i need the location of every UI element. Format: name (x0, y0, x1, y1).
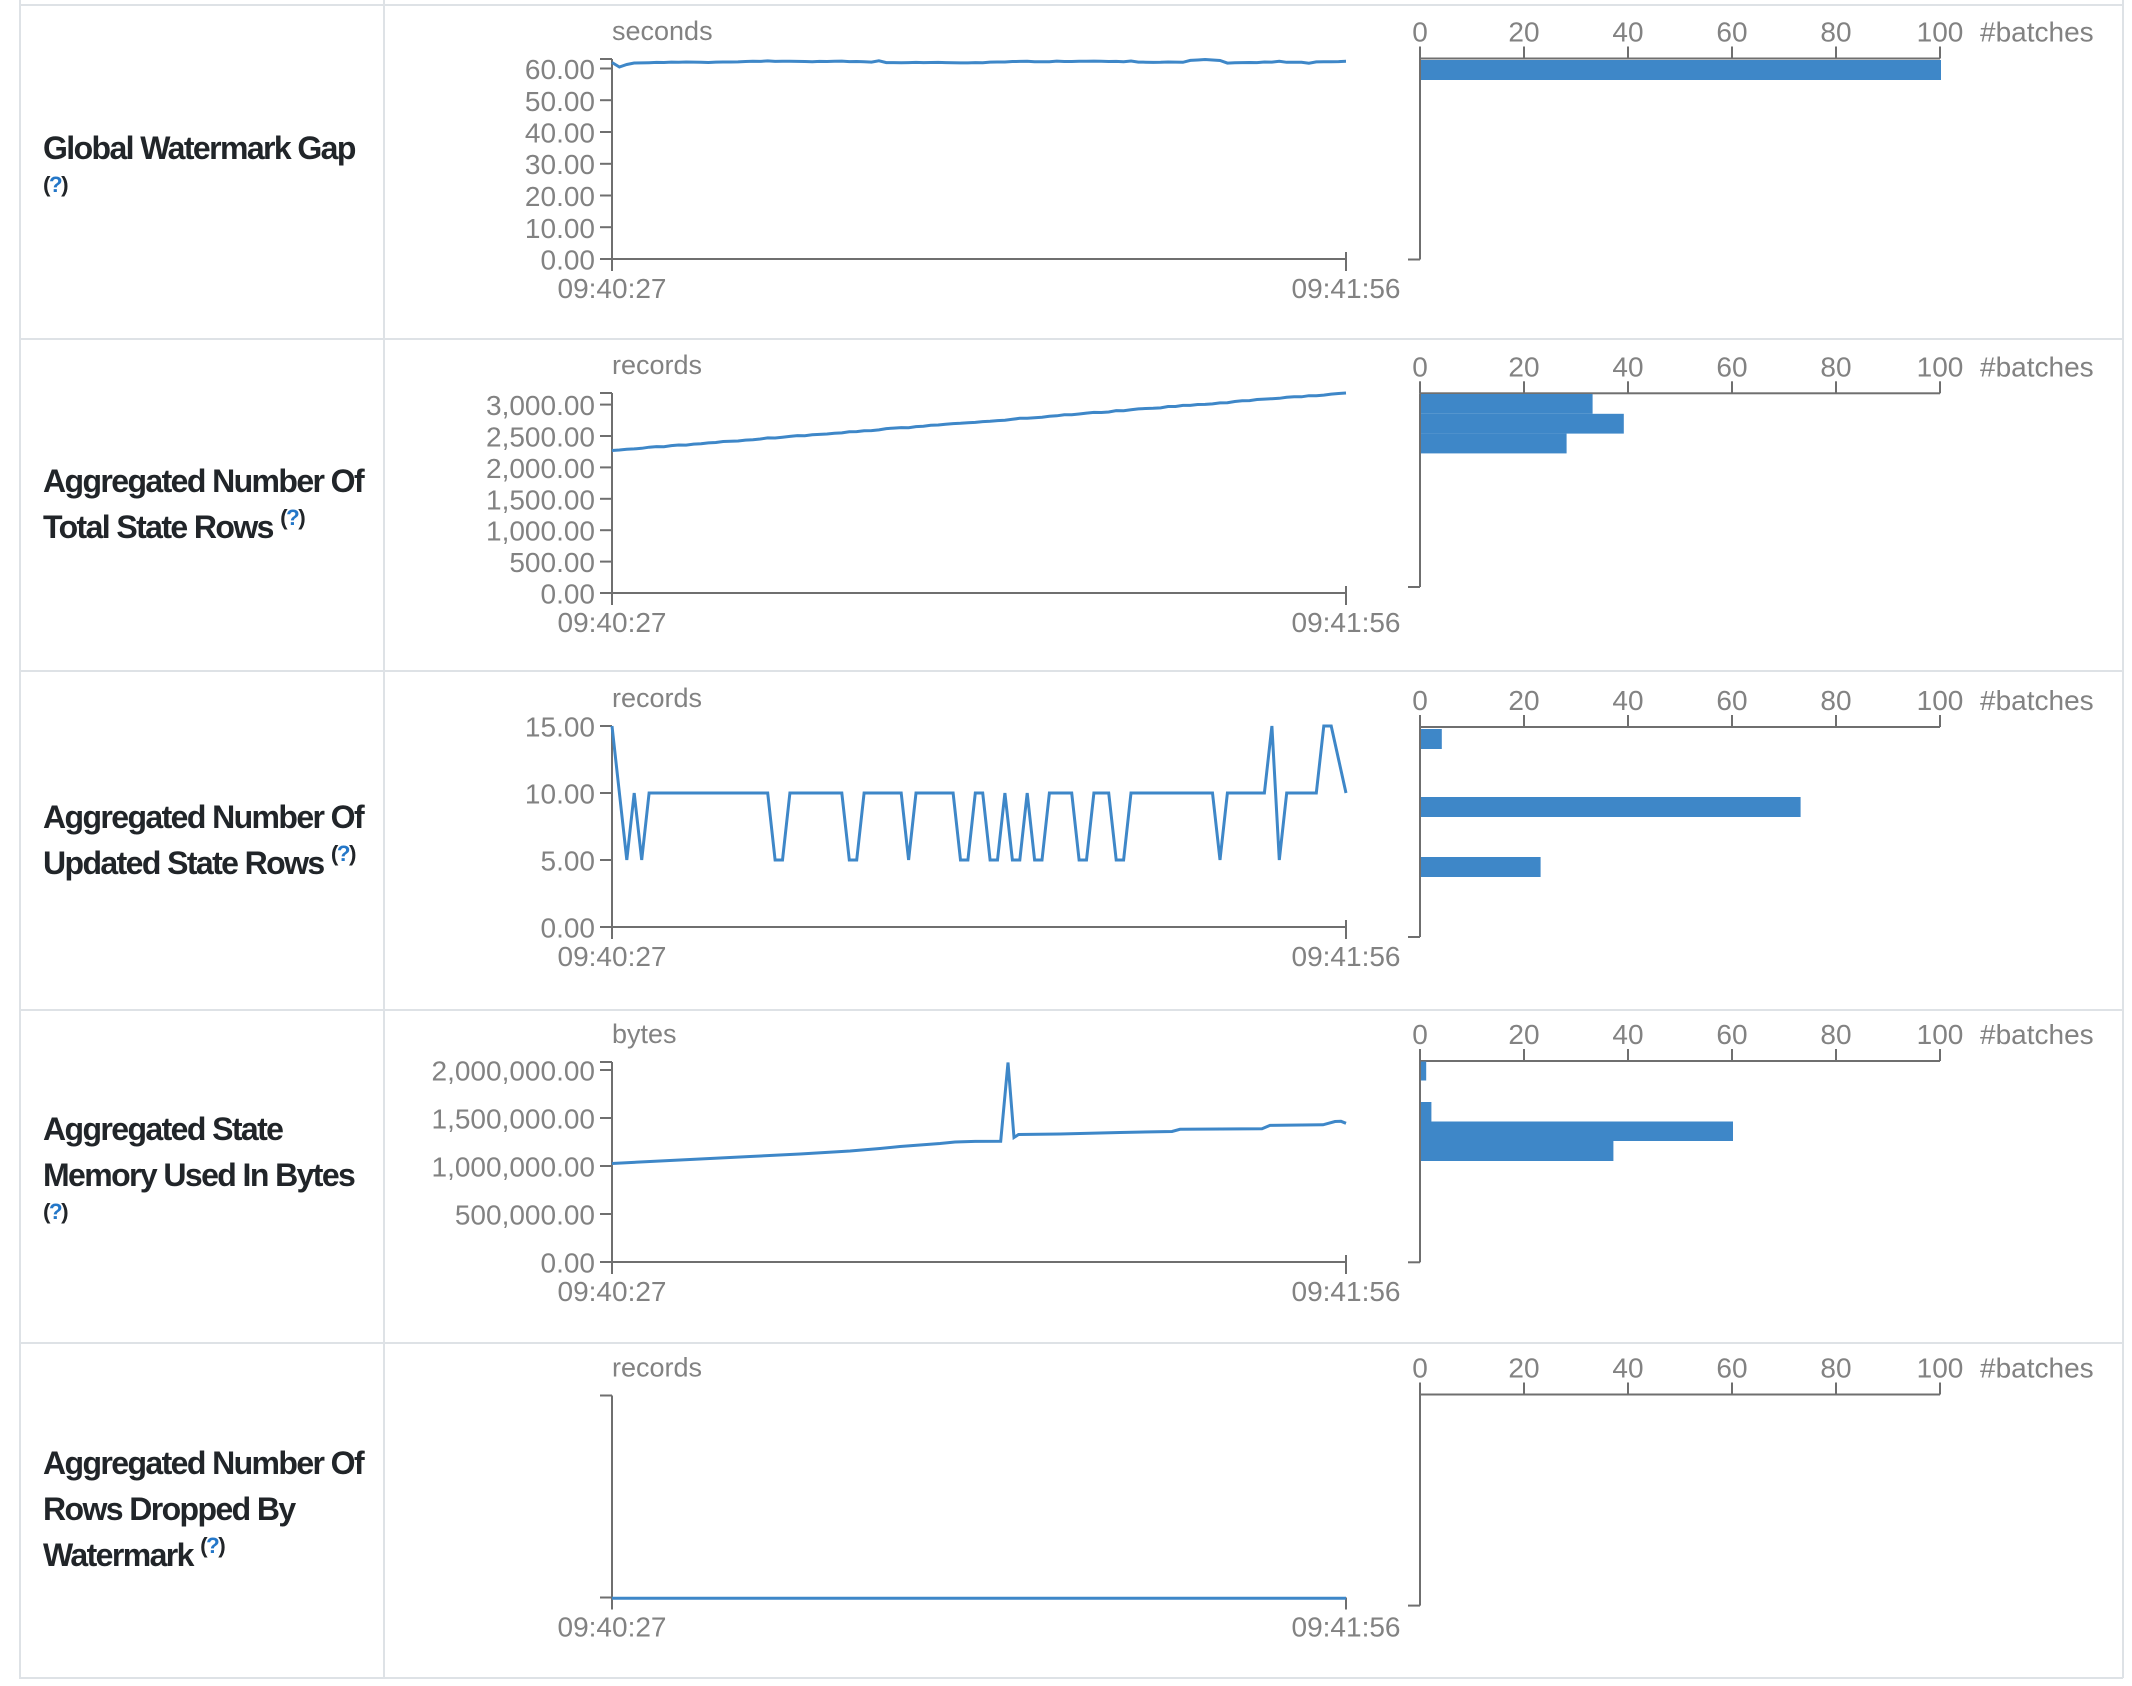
svg-text:09:41:56: 09:41:56 (1292, 1276, 1401, 1307)
svg-text:100: 100 (1917, 351, 1964, 382)
svg-text:0: 0 (1412, 1019, 1428, 1050)
svg-text:60.00: 60.00 (525, 54, 595, 85)
svg-text:0.00: 0.00 (541, 245, 596, 276)
svg-text:60: 60 (1716, 351, 1747, 382)
svg-text:5.00: 5.00 (541, 846, 596, 877)
svg-text:#batches: #batches (1980, 17, 2094, 48)
svg-text:40: 40 (1612, 17, 1643, 48)
svg-text:20: 20 (1508, 685, 1539, 716)
svg-text:100: 100 (1917, 685, 1964, 716)
svg-text:40: 40 (1612, 1353, 1643, 1384)
svg-text:#batches: #batches (1980, 351, 2094, 382)
svg-text:seconds: seconds (612, 16, 713, 46)
svg-text:60: 60 (1716, 17, 1747, 48)
svg-text:20.00: 20.00 (525, 181, 595, 212)
svg-text:0: 0 (1412, 351, 1428, 382)
svg-text:2,000.00: 2,000.00 (486, 453, 595, 484)
svg-text:2,500.00: 2,500.00 (486, 422, 595, 453)
svg-text:0.00: 0.00 (541, 579, 596, 610)
svg-text:09:40:27: 09:40:27 (558, 941, 667, 972)
svg-text:60: 60 (1716, 685, 1747, 716)
svg-text:10.00: 10.00 (525, 213, 595, 244)
svg-text:0.00: 0.00 (541, 1248, 596, 1279)
svg-text:500.00: 500.00 (509, 547, 595, 578)
svg-text:09:41:56: 09:41:56 (1292, 607, 1401, 638)
svg-text:09:41:56: 09:41:56 (1292, 273, 1401, 304)
svg-text:09:41:56: 09:41:56 (1292, 941, 1401, 972)
svg-text:2,000,000.00: 2,000,000.00 (432, 1056, 596, 1087)
svg-text:1,000.00: 1,000.00 (486, 516, 595, 547)
svg-text:0: 0 (1412, 1353, 1428, 1384)
svg-text:0: 0 (1412, 17, 1428, 48)
svg-text:100: 100 (1917, 1353, 1964, 1384)
svg-text:80: 80 (1820, 1353, 1851, 1384)
svg-text:20: 20 (1508, 1353, 1539, 1384)
svg-text:80: 80 (1820, 1019, 1851, 1050)
svg-text:20: 20 (1508, 351, 1539, 382)
svg-text:bytes: bytes (612, 1019, 677, 1049)
svg-text:records: records (612, 1353, 702, 1383)
svg-text:#batches: #batches (1980, 1353, 2094, 1384)
svg-text:500,000.00: 500,000.00 (455, 1200, 595, 1231)
svg-text:15.00: 15.00 (525, 712, 595, 743)
svg-text:09:40:27: 09:40:27 (558, 1276, 667, 1307)
svg-text:40: 40 (1612, 685, 1643, 716)
svg-text:#batches: #batches (1980, 685, 2094, 716)
svg-text:0: 0 (1412, 685, 1428, 716)
svg-text:50.00: 50.00 (525, 86, 595, 117)
svg-text:20: 20 (1508, 17, 1539, 48)
svg-text:1,500.00: 1,500.00 (486, 484, 595, 515)
svg-text:1,500,000.00: 1,500,000.00 (432, 1104, 596, 1135)
svg-text:40.00: 40.00 (525, 118, 595, 149)
svg-text:0.00: 0.00 (541, 913, 596, 944)
svg-text:09:40:27: 09:40:27 (558, 273, 667, 304)
svg-text:100: 100 (1917, 17, 1964, 48)
svg-text:80: 80 (1820, 17, 1851, 48)
svg-text:10.00: 10.00 (525, 779, 595, 810)
svg-text:#batches: #batches (1980, 1019, 2094, 1050)
svg-text:80: 80 (1820, 685, 1851, 716)
svg-text:09:41:56: 09:41:56 (1292, 1612, 1401, 1643)
svg-text:40: 40 (1612, 351, 1643, 382)
svg-text:60: 60 (1716, 1019, 1747, 1050)
svg-text:60: 60 (1716, 1353, 1747, 1384)
svg-text:100: 100 (1917, 1019, 1964, 1050)
svg-text:40: 40 (1612, 1019, 1643, 1050)
svg-text:1,000,000.00: 1,000,000.00 (432, 1152, 596, 1183)
svg-text:3,000.00: 3,000.00 (486, 390, 595, 421)
svg-text:records: records (612, 683, 702, 713)
svg-text:80: 80 (1820, 351, 1851, 382)
svg-text:09:40:27: 09:40:27 (558, 607, 667, 638)
svg-text:20: 20 (1508, 1019, 1539, 1050)
svg-text:records: records (612, 350, 702, 380)
svg-text:30.00: 30.00 (525, 149, 595, 180)
svg-text:09:40:27: 09:40:27 (558, 1612, 667, 1643)
